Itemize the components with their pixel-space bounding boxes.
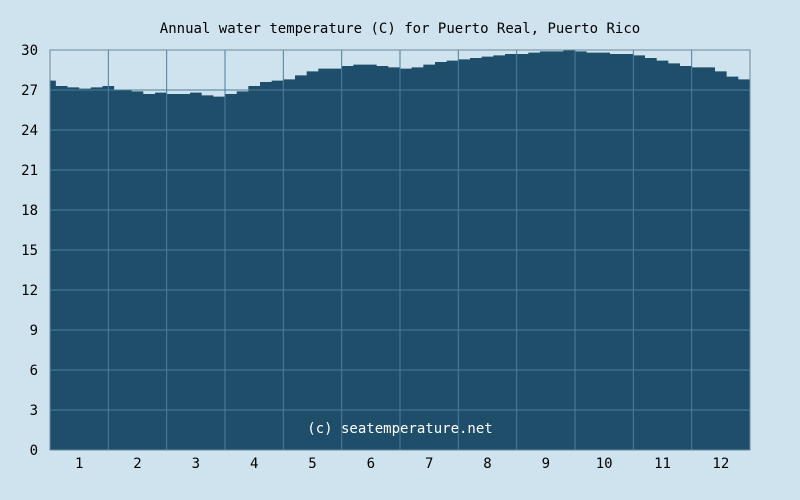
x-tick-label: 9 (542, 456, 550, 472)
watermark-text: (c) seatemperature.net (307, 421, 492, 437)
y-tick-label: 0 (30, 443, 38, 459)
x-tick-label: 8 (483, 456, 491, 472)
y-tick-label: 21 (21, 163, 38, 179)
y-tick-label: 12 (21, 283, 38, 299)
x-tick-label: 4 (250, 456, 258, 472)
x-tick-label: 2 (133, 456, 141, 472)
y-tick-label: 15 (21, 243, 38, 259)
x-tick-label: 5 (308, 456, 316, 472)
y-tick-label: 3 (30, 403, 38, 419)
y-tick-label: 6 (30, 363, 38, 379)
x-tick-label: 3 (192, 456, 200, 472)
y-axis-ticks: 0 3 6 9 12 15 18 21 24 27 30 (21, 43, 38, 459)
y-tick-label: 18 (21, 203, 38, 219)
x-tick-label: 12 (712, 456, 729, 472)
y-tick-label: 24 (21, 123, 38, 139)
x-tick-label: 7 (425, 456, 433, 472)
x-axis-ticks: 1 2 3 4 5 6 7 8 9 10 11 12 (75, 456, 729, 472)
chart-title: Annual water temperature (C) for Puerto … (160, 21, 640, 37)
plot-border (49, 49, 751, 451)
y-tick-label: 30 (21, 43, 38, 59)
x-tick-label: 1 (75, 456, 83, 472)
y-tick-label: 9 (30, 323, 38, 339)
grid-lines (49, 49, 751, 451)
x-tick-label: 11 (654, 456, 671, 472)
x-tick-label: 10 (596, 456, 613, 472)
y-tick-label: 27 (21, 83, 38, 99)
x-tick-label: 6 (367, 456, 375, 472)
